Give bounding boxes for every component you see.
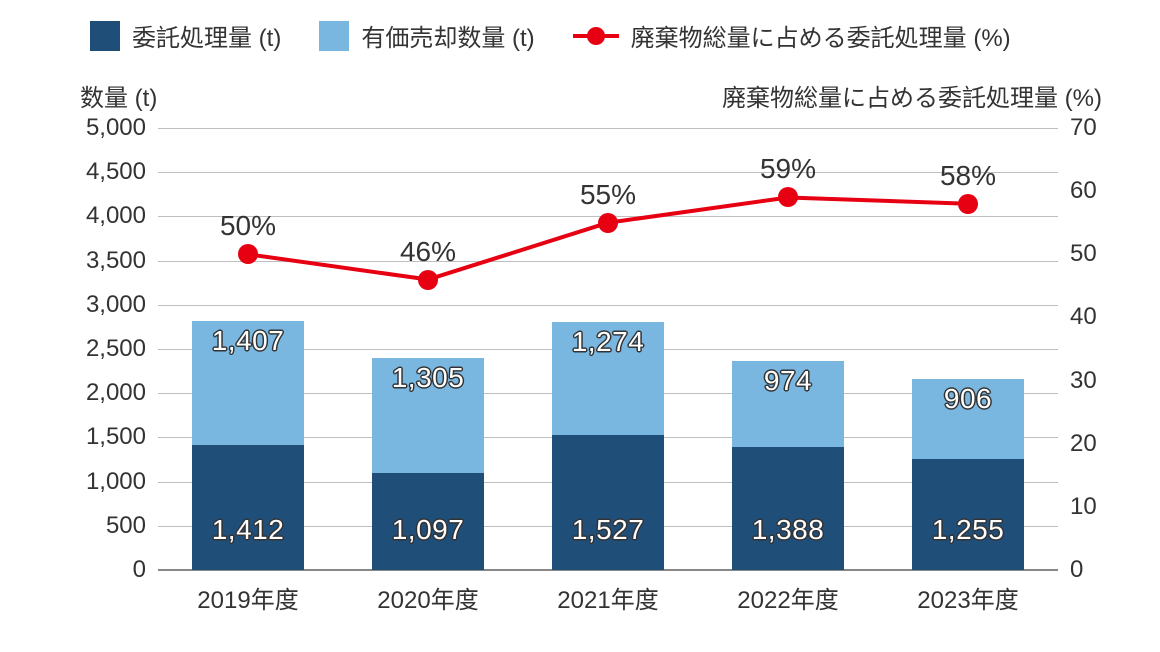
legend-item-series1: 委託処理量 (t) — [90, 18, 281, 53]
xtick-label: 2019年度 — [197, 580, 298, 615]
ytick-left: 0 — [66, 556, 146, 584]
ytick-left: 5,000 — [66, 114, 146, 142]
pct-label: 55% — [580, 179, 636, 211]
ytick-left: 4,000 — [66, 202, 146, 230]
ytick-left: 1,000 — [66, 468, 146, 496]
ytick-right: 0 — [1070, 556, 1083, 584]
xtick-label: 2023年度 — [917, 580, 1018, 615]
line-marker — [598, 213, 618, 233]
legend-item-line: 廃棄物総量に占める委託処理量 (%) — [573, 18, 1011, 53]
ytick-right: 60 — [1070, 177, 1097, 205]
ytick-left: 500 — [66, 512, 146, 540]
pct-label: 59% — [760, 153, 816, 185]
ytick-left: 3,500 — [66, 247, 146, 275]
legend-label-line: 廃棄物総量に占める委託処理量 (%) — [631, 18, 1011, 53]
xtick-label: 2022年度 — [737, 580, 838, 615]
line-marker — [958, 194, 978, 214]
ytick-left: 1,500 — [66, 423, 146, 451]
ytick-right: 50 — [1070, 240, 1097, 268]
pct-label: 50% — [220, 210, 276, 242]
legend-swatch-series2 — [319, 21, 349, 51]
chart-container: 委託処理量 (t) 有価売却数量 (t) 廃棄物総量に占める委託処理量 (%) … — [0, 0, 1160, 652]
plot-area: 05001,0001,5002,0002,5003,0003,5004,0004… — [158, 128, 1058, 570]
legend-swatch-series1 — [90, 21, 120, 51]
legend: 委託処理量 (t) 有価売却数量 (t) 廃棄物総量に占める委託処理量 (%) — [90, 18, 1011, 53]
y-axis-right-title: 廃棄物総量に占める委託処理量 (%) — [722, 78, 1102, 113]
pct-label: 46% — [400, 236, 456, 268]
line-marker — [778, 187, 798, 207]
legend-label-series1: 委託処理量 (t) — [132, 18, 281, 53]
ytick-right: 30 — [1070, 367, 1097, 395]
ytick-right: 10 — [1070, 493, 1097, 521]
legend-line-icon — [573, 24, 619, 48]
xtick-label: 2020年度 — [377, 580, 478, 615]
ytick-left: 4,500 — [66, 158, 146, 186]
line-marker — [418, 270, 438, 290]
ytick-right: 40 — [1070, 303, 1097, 331]
ytick-left: 2,000 — [66, 379, 146, 407]
ytick-left: 3,000 — [66, 291, 146, 319]
legend-item-series2: 有価売却数量 (t) — [319, 18, 534, 53]
line-marker — [238, 244, 258, 264]
pct-label: 58% — [940, 160, 996, 192]
ytick-right: 70 — [1070, 114, 1097, 142]
y-axis-left-title: 数量 (t) — [80, 78, 157, 113]
xtick-label: 2021年度 — [557, 580, 658, 615]
ytick-right: 20 — [1070, 430, 1097, 458]
legend-label-series2: 有価売却数量 (t) — [361, 18, 534, 53]
ytick-left: 2,500 — [66, 335, 146, 363]
